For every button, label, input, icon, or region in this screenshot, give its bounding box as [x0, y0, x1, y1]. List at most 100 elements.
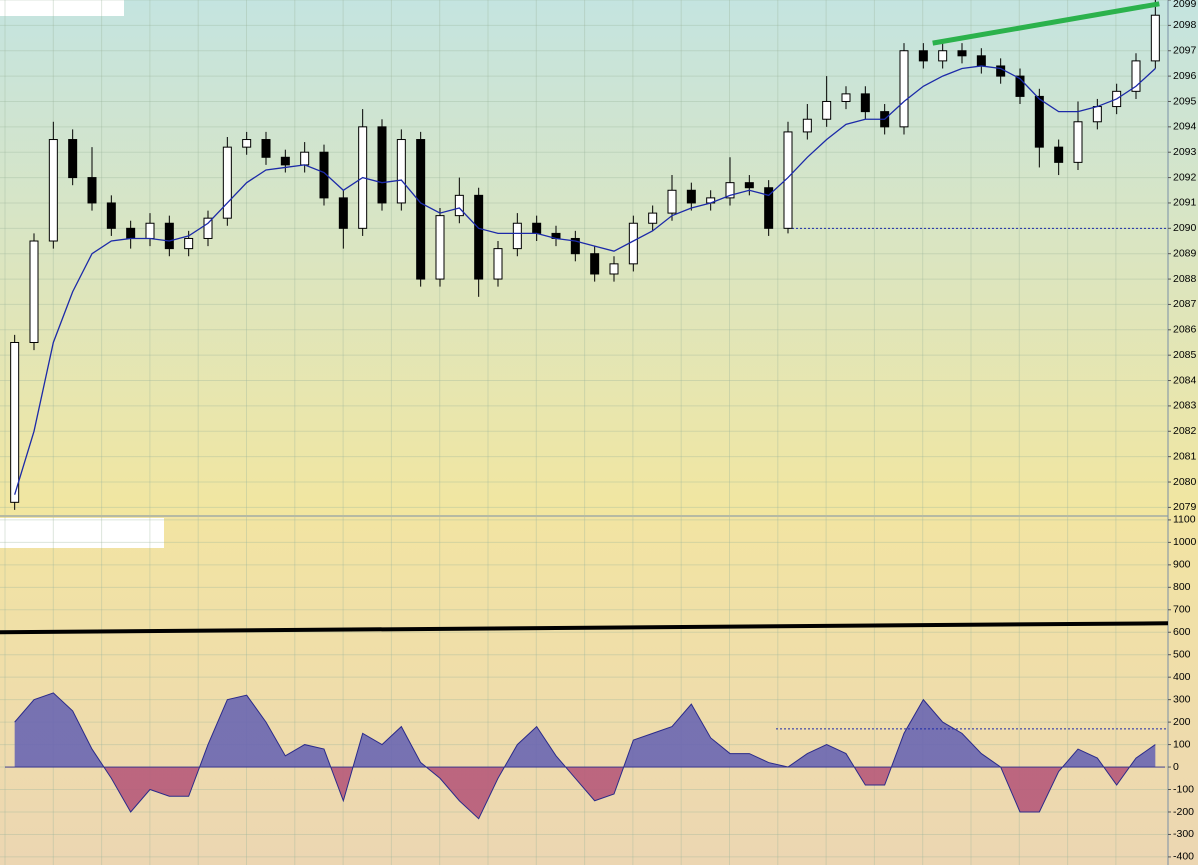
y-tick-label: 2083	[1173, 400, 1197, 412]
y-tick-label: 1000	[1173, 536, 1197, 548]
y-tick-label: 2088	[1173, 273, 1197, 285]
level-line	[0, 621, 1169, 635]
candle-body	[764, 187, 774, 229]
candle-body	[145, 222, 155, 239]
candle-body	[802, 118, 812, 133]
candle-body	[532, 222, 542, 234]
candle-body	[667, 189, 677, 214]
candle-body	[744, 182, 754, 189]
candle-body	[396, 139, 406, 204]
oscillator-panel	[0, 516, 1198, 865]
y-tick-label: 900	[1173, 559, 1191, 571]
candle-body	[319, 151, 329, 199]
candle-body	[126, 227, 136, 239]
candle-body	[261, 139, 271, 158]
grid	[4, 517, 1117, 865]
candle-body	[783, 131, 793, 229]
candle-body	[976, 55, 986, 67]
oscillator-line	[14, 692, 1156, 820]
candle-body	[628, 222, 638, 265]
y-tick-label: 2085	[1173, 349, 1197, 361]
candle-body	[725, 182, 735, 199]
label-box	[0, 0, 124, 16]
y-tick-label: 2084	[1173, 374, 1197, 386]
y-tick-label: -100	[1173, 783, 1194, 795]
candle-body	[1073, 121, 1083, 163]
candle-body	[203, 217, 213, 239]
candle-body	[512, 222, 522, 250]
candle-body	[184, 237, 194, 250]
candle-body	[106, 202, 116, 229]
y-tick-label: 700	[1173, 604, 1191, 616]
y-tick-label: 0	[1173, 761, 1179, 773]
y-tick-label: 100	[1173, 738, 1191, 750]
y-tick-label: 2095	[1173, 95, 1197, 107]
candle-body	[300, 151, 310, 166]
y-tick-label: 2092	[1173, 171, 1197, 183]
y-tick-label: 800	[1173, 581, 1191, 593]
candle-body	[87, 177, 97, 204]
candle-body	[918, 50, 928, 62]
candle-body	[29, 240, 39, 343]
candle-body	[454, 194, 464, 217]
y-tick-label: 2099	[1173, 0, 1197, 10]
candle-body	[416, 139, 426, 280]
candle-body	[648, 212, 658, 224]
moving-average	[14, 65, 1156, 495]
y-tick-label: 2080	[1173, 476, 1197, 488]
y-tick-label: -200	[1173, 806, 1194, 818]
candle-body	[1131, 60, 1141, 92]
y-tick-label: 2097	[1173, 45, 1197, 57]
candle-body	[938, 50, 948, 62]
y-tick-label: 200	[1173, 716, 1191, 728]
candle-body	[222, 146, 232, 219]
y-tick-label: 2091	[1173, 197, 1197, 209]
y-tick-label: 500	[1173, 648, 1191, 660]
candle-body	[280, 156, 290, 166]
candle-body	[1150, 14, 1160, 62]
candle-body	[686, 189, 696, 204]
y-tick-label: 300	[1173, 693, 1191, 705]
label-box	[0, 518, 164, 548]
y-tick-label: 2082	[1173, 425, 1197, 437]
candle-body	[1054, 146, 1064, 163]
y-tick-label: 400	[1173, 671, 1191, 683]
candle-body	[68, 139, 78, 179]
y-tick-label: 2098	[1173, 19, 1197, 31]
candle-body	[1092, 106, 1102, 123]
candle-body	[609, 263, 619, 275]
candle-body	[242, 139, 252, 148]
y-tick-label: 2089	[1173, 247, 1197, 259]
candle-body	[570, 237, 580, 255]
candle-body	[48, 139, 58, 242]
y-tick-label: 2087	[1173, 298, 1197, 310]
y-tick-label: 2094	[1173, 121, 1197, 133]
candle-body	[493, 248, 503, 280]
candle-body	[899, 50, 909, 128]
candle-body	[1015, 75, 1025, 97]
y-tick-label: 2086	[1173, 324, 1197, 336]
y-tick-label: 600	[1173, 626, 1191, 638]
oscillator-area	[14, 692, 1156, 819]
y-tick-label: 2079	[1173, 501, 1197, 513]
y-tick-label: -300	[1173, 828, 1194, 840]
candle-body	[164, 222, 174, 250]
candle-body	[435, 215, 445, 280]
candle-body	[590, 253, 600, 275]
y-tick-label: 2081	[1173, 450, 1197, 462]
candle-body	[377, 126, 387, 204]
y-tick-label: 2093	[1173, 146, 1197, 158]
trend-line	[932, 1, 1160, 46]
candle-body	[957, 50, 967, 57]
candle-body	[474, 194, 484, 280]
y-tick-label: 2090	[1173, 222, 1197, 234]
candle-body	[338, 197, 348, 229]
candle-body	[822, 100, 832, 120]
y-tick-label: -400	[1173, 851, 1194, 863]
candle-body	[1034, 95, 1044, 148]
grid	[4, 0, 1117, 515]
candle-body	[841, 93, 851, 102]
candle-body	[10, 341, 20, 503]
candle-body	[860, 93, 870, 113]
